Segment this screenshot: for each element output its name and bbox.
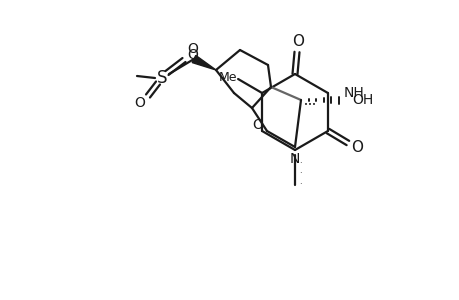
Text: N: N bbox=[289, 152, 300, 166]
Text: O: O bbox=[187, 42, 198, 56]
Text: O: O bbox=[350, 140, 362, 154]
Text: O: O bbox=[187, 48, 198, 62]
Text: O: O bbox=[134, 96, 145, 110]
Text: S: S bbox=[157, 69, 167, 87]
Text: NH: NH bbox=[343, 86, 364, 100]
Polygon shape bbox=[192, 56, 216, 70]
Text: O: O bbox=[252, 118, 263, 132]
Text: OH: OH bbox=[351, 93, 372, 107]
Text: Me: Me bbox=[218, 70, 237, 83]
Text: O: O bbox=[291, 34, 303, 49]
Text: •••: ••• bbox=[303, 102, 315, 108]
Text: ·
·
·: · · · bbox=[298, 159, 301, 189]
